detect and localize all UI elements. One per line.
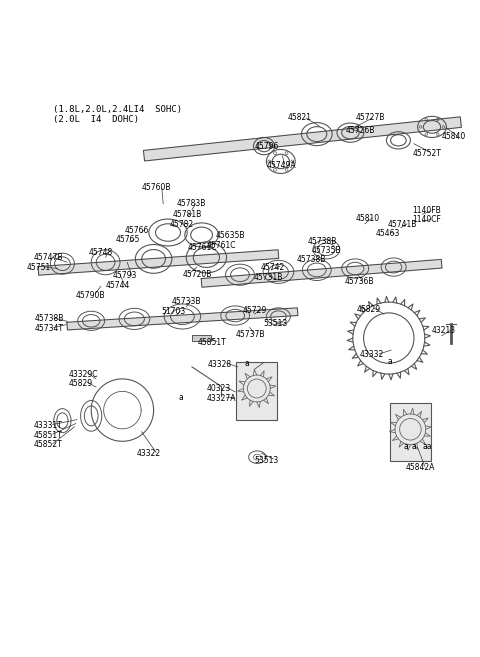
Text: a: a [388, 357, 393, 366]
Text: 45737B: 45737B [235, 330, 264, 339]
Text: 53513: 53513 [263, 319, 288, 328]
Text: 45760B: 45760B [142, 183, 171, 193]
Bar [237, 362, 277, 420]
Text: 53513: 53513 [254, 456, 279, 465]
Text: 45790B: 45790B [76, 291, 105, 300]
Polygon shape [67, 308, 298, 330]
Text: 45738B: 45738B [35, 315, 64, 323]
Text: 45726B: 45726B [346, 126, 375, 135]
Text: 45736B: 45736B [345, 277, 374, 286]
Text: a: a [179, 393, 183, 402]
Polygon shape [144, 117, 461, 161]
Text: 45751: 45751 [26, 263, 51, 271]
Text: 45829: 45829 [68, 379, 92, 388]
Text: 45782: 45782 [169, 220, 193, 229]
Text: 43332: 43332 [360, 350, 384, 359]
Text: 43329C: 43329C [68, 370, 97, 378]
Text: 45635B: 45635B [216, 231, 245, 240]
Text: 45744: 45744 [106, 281, 130, 290]
Text: 43213: 43213 [432, 327, 456, 336]
Text: 45851T: 45851T [34, 430, 62, 440]
Text: 45747B: 45747B [34, 253, 63, 262]
Text: 45761C: 45761C [206, 241, 236, 250]
Text: 45842A: 45842A [406, 463, 435, 472]
Text: 45796: 45796 [254, 142, 279, 150]
Text: 45793: 45793 [113, 271, 137, 280]
Text: (1.8L,2.0L,2.4LI4  SOHC): (1.8L,2.0L,2.4LI4 SOHC) [53, 105, 182, 114]
Text: 45720B: 45720B [182, 270, 212, 279]
Polygon shape [201, 260, 442, 287]
Text: 45738B: 45738B [307, 237, 336, 246]
Bar [390, 403, 431, 461]
Text: 45765: 45765 [115, 235, 140, 244]
Text: 45748: 45748 [89, 248, 113, 257]
Text: 45734T: 45734T [35, 324, 63, 333]
Text: 45738B: 45738B [297, 256, 326, 264]
Text: 45729: 45729 [242, 306, 267, 315]
Text: 45731B: 45731B [253, 273, 283, 282]
Text: 45783B: 45783B [177, 199, 206, 208]
Polygon shape [38, 250, 279, 275]
Text: 45733B: 45733B [172, 297, 201, 306]
Text: a: a [403, 442, 408, 451]
Text: 45852T: 45852T [34, 440, 62, 449]
Text: 43328: 43328 [207, 360, 231, 369]
Text: 40323: 40323 [206, 384, 231, 393]
Text: 45761C: 45761C [187, 243, 216, 252]
Text: 43331T: 43331T [34, 421, 62, 430]
Text: 45851T: 45851T [198, 338, 227, 347]
Text: a: a [245, 359, 250, 367]
Text: 45810: 45810 [355, 214, 379, 223]
Text: 45781B: 45781B [173, 210, 202, 219]
Bar [192, 335, 211, 341]
Text: 45463: 45463 [375, 229, 400, 238]
Text: 51703: 51703 [161, 307, 186, 316]
Text: (2.0L  I4  DOHC): (2.0L I4 DOHC) [53, 115, 139, 124]
Text: 45766: 45766 [125, 226, 149, 235]
Text: 45735B: 45735B [312, 246, 341, 255]
Text: aa: aa [422, 442, 432, 451]
Text: a: a [412, 442, 417, 451]
Text: 45752T: 45752T [413, 148, 442, 158]
Text: 45840: 45840 [442, 132, 466, 141]
Text: 43322: 43322 [137, 449, 161, 458]
Text: 45821: 45821 [288, 113, 312, 122]
Text: 43327A: 43327A [206, 394, 236, 403]
Text: 45742: 45742 [261, 263, 285, 272]
Text: 45741B: 45741B [388, 220, 417, 229]
Text: 1140FB: 1140FB [412, 206, 441, 215]
Text: 45829: 45829 [356, 305, 380, 314]
Text: 45749A: 45749A [266, 161, 296, 170]
Text: 45727B: 45727B [355, 113, 384, 122]
Text: 1140CF: 1140CF [412, 215, 441, 223]
